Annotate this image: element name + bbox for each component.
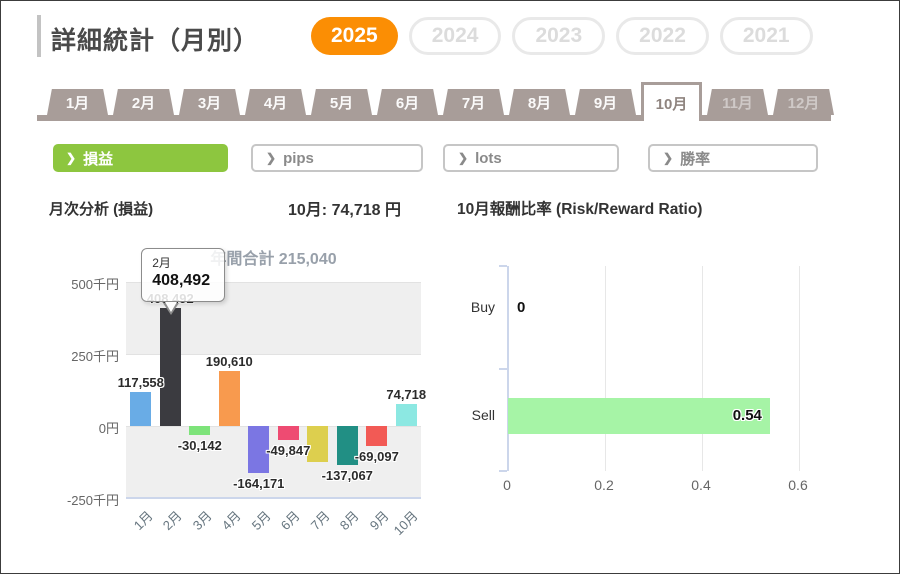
- value-label-Sell: 0.54: [732, 407, 762, 424]
- month-tabs: 1月 2月 3月 4月 5月 6月 7月 8月 9月 10月 11月 12月: [47, 82, 834, 121]
- chevron-right-icon: ❯: [266, 151, 277, 165]
- category-label-Buy: Buy: [470, 299, 495, 315]
- annual-total-label: 年間合計 215,040: [210, 251, 337, 268]
- month-tab-6[interactable]: 6月: [377, 89, 438, 115]
- year-pill-2021[interactable]: 2021: [719, 17, 813, 55]
- y-tick-label-1: 250千円: [71, 349, 119, 364]
- month-tab-2[interactable]: 2月: [113, 89, 174, 115]
- bar-Sell[interactable]: [508, 398, 770, 434]
- year-pill-2025[interactable]: 2025: [311, 17, 398, 55]
- bar-1月[interactable]: [130, 392, 152, 426]
- month-tab-9[interactable]: 9月: [575, 89, 636, 115]
- x-tick-label-0.6: 0.6: [788, 477, 808, 493]
- filter-label-pips: pips: [283, 149, 314, 167]
- bar-6月[interactable]: [277, 426, 299, 441]
- y-tick-label-0: 500千円: [71, 277, 119, 292]
- y-tick-label-2: 0円: [98, 421, 119, 436]
- filter-pips[interactable]: ❯ pips: [251, 144, 423, 172]
- category-label-Sell: Sell: [471, 407, 495, 423]
- chevron-right-icon: ❯: [66, 151, 77, 165]
- filter-lots[interactable]: ❯ lots: [443, 144, 619, 172]
- month-tab-11[interactable]: 11月: [707, 89, 768, 115]
- y-tick-label-3: -250千円: [66, 493, 119, 508]
- gridline-2: [126, 426, 421, 427]
- bar-7月[interactable]: [307, 426, 329, 463]
- page-title: 詳細統計（月別）: [51, 27, 260, 55]
- gridline-1: [126, 354, 421, 355]
- bar-label-3月: -30,142: [177, 437, 222, 453]
- tooltip-arrow-fill: [164, 302, 177, 313]
- v-gridline-3: [799, 266, 800, 471]
- bar-label-4月: 190,610: [205, 354, 253, 370]
- filter-label-profit: 損益: [83, 150, 114, 168]
- filter-label-lots: lots: [475, 149, 502, 167]
- y-axis-tick-2: [499, 470, 507, 472]
- v-gridline-1: [605, 266, 606, 471]
- bar-label-5月: -164,171: [233, 476, 285, 492]
- tooltip-value: 408,492: [152, 272, 211, 290]
- month-tab-3[interactable]: 3月: [179, 89, 240, 115]
- filter-label-winrate: 勝率: [680, 150, 711, 168]
- y-axis-tick-0: [499, 265, 507, 267]
- bar-label-1月: 117,558: [117, 375, 164, 391]
- bar-label-9月: -69,097: [354, 448, 399, 464]
- month-tab-underline: [37, 115, 831, 121]
- filter-winrate[interactable]: ❯ 勝率: [648, 144, 818, 172]
- tooltip-category: 2月: [152, 256, 171, 271]
- bar-3月[interactable]: [189, 426, 211, 435]
- y-axis-line: [507, 266, 509, 471]
- bar-10月[interactable]: [395, 404, 417, 426]
- bar-label-6月: -49,847: [266, 443, 311, 459]
- month-total-value: 10月: 74,718 円: [288, 202, 401, 219]
- bar-4月[interactable]: [218, 371, 240, 426]
- chevron-right-icon: ❯: [458, 151, 469, 165]
- month-tab-strip: 1月 2月 3月 4月 5月 6月 7月 8月 9月 10月 11月 12月: [1, 82, 899, 121]
- bar-2月[interactable]: [159, 308, 181, 426]
- bar-label-8月: -137,067: [321, 468, 373, 484]
- x-tick-label-0.2: 0.2: [594, 477, 614, 493]
- left-chart-title: 月次分析 (損益): [49, 201, 154, 218]
- bar-9月[interactable]: [366, 426, 388, 446]
- month-tab-12[interactable]: 12月: [773, 89, 834, 115]
- chart-tooltip: 2月 408,492: [141, 248, 226, 303]
- y-axis-tick-1: [499, 367, 507, 370]
- gridline-0: [126, 282, 421, 283]
- month-tab-10[interactable]: 10月: [641, 82, 702, 121]
- value-label-Buy: 0: [517, 299, 526, 316]
- year-pill-2024[interactable]: 2024: [408, 17, 502, 55]
- month-tab-7[interactable]: 7月: [443, 89, 504, 115]
- year-selector: 2025 2024 2023 2022 2021: [311, 17, 813, 55]
- filter-profit[interactable]: ❯ 損益: [53, 144, 228, 172]
- monthly-profit-chart: 500千円250千円0円-250千円117,5581月408,4922月-30,…: [37, 239, 439, 551]
- bar-label-10月: 74,718: [386, 387, 427, 403]
- month-tab-1[interactable]: 1月: [47, 89, 108, 115]
- year-pill-2023[interactable]: 2023: [512, 17, 606, 55]
- month-tab-4[interactable]: 4月: [245, 89, 306, 115]
- title-accent-bar: [37, 15, 41, 57]
- month-tab-8[interactable]: 8月: [509, 89, 570, 115]
- chevron-right-icon: ❯: [663, 151, 674, 165]
- right-chart-title: 10月報酬比率 (Risk/Reward Ratio): [457, 201, 703, 218]
- bar-8月[interactable]: [336, 426, 358, 466]
- x-tick-label-0: 0: [503, 477, 511, 493]
- risk-reward-chart: 0 0.2 0.4 0.6 Buy 0 Sell 0.54: [451, 241, 881, 503]
- bar-5月[interactable]: [248, 426, 270, 474]
- year-pill-2022[interactable]: 2022: [616, 17, 709, 55]
- v-gridline-2: [702, 266, 703, 471]
- x-tick-label-0.4: 0.4: [691, 477, 711, 493]
- month-tab-5[interactable]: 5月: [311, 89, 372, 115]
- x-axis-line: [126, 497, 421, 499]
